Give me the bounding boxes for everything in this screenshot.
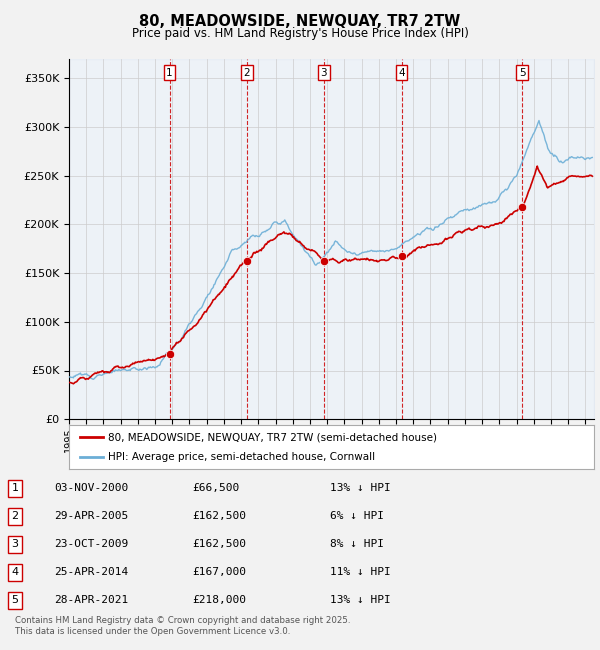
Text: Contains HM Land Registry data © Crown copyright and database right 2025.
This d: Contains HM Land Registry data © Crown c… (15, 616, 350, 636)
Text: 11% ↓ HPI: 11% ↓ HPI (330, 567, 391, 577)
Text: 5: 5 (11, 595, 19, 605)
Text: 5: 5 (519, 68, 526, 77)
Text: 6% ↓ HPI: 6% ↓ HPI (330, 512, 384, 521)
Text: 29-APR-2005: 29-APR-2005 (54, 512, 128, 521)
Text: 1: 1 (11, 484, 19, 493)
Text: Price paid vs. HM Land Registry's House Price Index (HPI): Price paid vs. HM Land Registry's House … (131, 27, 469, 40)
Text: 25-APR-2014: 25-APR-2014 (54, 567, 128, 577)
Text: 80, MEADOWSIDE, NEWQUAY, TR7 2TW: 80, MEADOWSIDE, NEWQUAY, TR7 2TW (139, 14, 461, 29)
Text: £66,500: £66,500 (192, 484, 239, 493)
Text: £218,000: £218,000 (192, 595, 246, 605)
Text: 2: 2 (244, 68, 250, 77)
Text: 2: 2 (11, 512, 19, 521)
Text: 80, MEADOWSIDE, NEWQUAY, TR7 2TW (semi-detached house): 80, MEADOWSIDE, NEWQUAY, TR7 2TW (semi-d… (109, 432, 437, 443)
Text: 23-OCT-2009: 23-OCT-2009 (54, 540, 128, 549)
Text: 8% ↓ HPI: 8% ↓ HPI (330, 540, 384, 549)
Text: 13% ↓ HPI: 13% ↓ HPI (330, 595, 391, 605)
Text: £162,500: £162,500 (192, 512, 246, 521)
Text: HPI: Average price, semi-detached house, Cornwall: HPI: Average price, semi-detached house,… (109, 452, 376, 462)
Text: 3: 3 (11, 540, 19, 549)
Text: £167,000: £167,000 (192, 567, 246, 577)
Text: 13% ↓ HPI: 13% ↓ HPI (330, 484, 391, 493)
Text: 3: 3 (320, 68, 327, 77)
Text: 4: 4 (11, 567, 19, 577)
Text: 28-APR-2021: 28-APR-2021 (54, 595, 128, 605)
Text: 1: 1 (166, 68, 173, 77)
Text: 4: 4 (398, 68, 405, 77)
Text: 03-NOV-2000: 03-NOV-2000 (54, 484, 128, 493)
Text: £162,500: £162,500 (192, 540, 246, 549)
